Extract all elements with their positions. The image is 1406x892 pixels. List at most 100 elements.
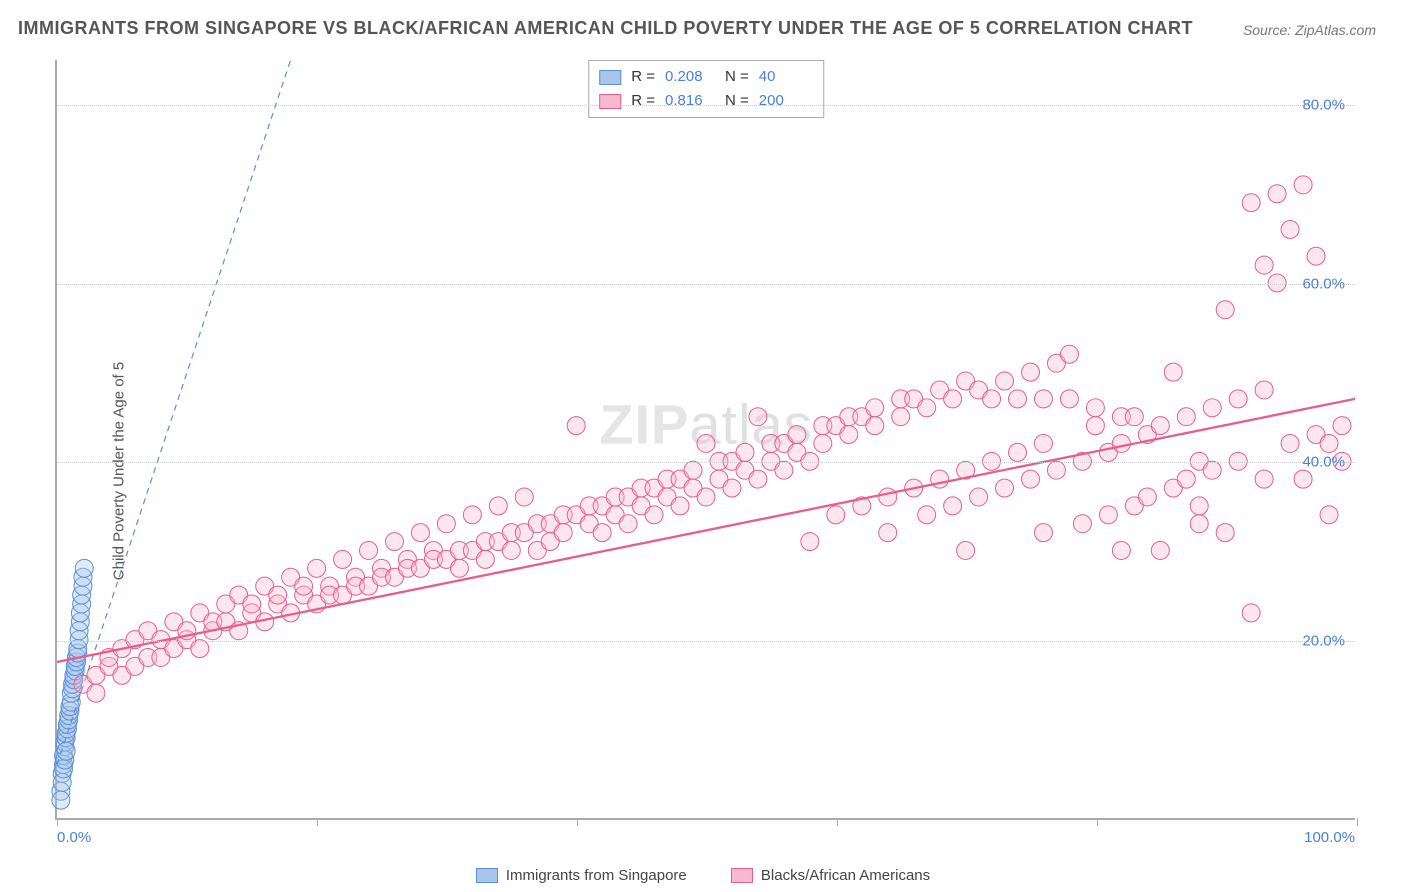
data-point: [970, 488, 988, 506]
data-point: [1190, 515, 1208, 533]
data-point: [723, 479, 741, 497]
data-point: [1009, 390, 1027, 408]
data-point: [1294, 470, 1312, 488]
x-tick: [57, 818, 58, 826]
data-point: [801, 452, 819, 470]
data-point: [593, 524, 611, 542]
data-point: [983, 390, 1001, 408]
data-point: [1320, 506, 1338, 524]
source-attribution: Source: ZipAtlas.com: [1243, 22, 1376, 38]
data-point: [1320, 434, 1338, 452]
chart-title: IMMIGRANTS FROM SINGAPORE VS BLACK/AFRIC…: [18, 18, 1193, 39]
data-point: [1229, 452, 1247, 470]
data-point: [437, 515, 455, 533]
x-tick-label: 0.0%: [57, 829, 91, 846]
data-point: [1125, 408, 1143, 426]
data-point: [515, 488, 533, 506]
data-point: [645, 506, 663, 524]
data-point: [1242, 604, 1260, 622]
y-tick-label: 40.0%: [1302, 454, 1345, 471]
data-point: [684, 461, 702, 479]
data-point: [1177, 470, 1195, 488]
data-point: [944, 497, 962, 515]
n-value-1: 40: [759, 65, 809, 89]
data-point: [1112, 434, 1130, 452]
r-label: R =: [631, 89, 655, 113]
data-point: [1281, 220, 1299, 238]
data-point: [814, 434, 832, 452]
data-point: [295, 577, 313, 595]
x-tick: [1097, 818, 1098, 826]
data-point: [944, 390, 962, 408]
data-point: [1255, 256, 1273, 274]
data-point: [1268, 185, 1286, 203]
data-point: [1060, 345, 1078, 363]
r-value-1: 0.208: [665, 65, 715, 89]
data-point: [736, 443, 754, 461]
r-label: R =: [631, 65, 655, 89]
swatch-series-2: [599, 94, 621, 109]
data-point: [671, 497, 689, 515]
data-point: [502, 541, 520, 559]
data-point: [879, 524, 897, 542]
data-point: [1060, 390, 1078, 408]
plot-container: Child Poverty Under the Age of 5 ZIPatla…: [0, 50, 1406, 892]
legend-swatch-2: [731, 868, 753, 883]
data-point: [697, 488, 715, 506]
data-point: [840, 426, 858, 444]
y-tick-label: 20.0%: [1302, 633, 1345, 650]
data-point: [749, 408, 767, 426]
data-point: [775, 461, 793, 479]
data-point: [879, 488, 897, 506]
data-point: [1034, 390, 1052, 408]
data-point: [1022, 363, 1040, 381]
data-point: [567, 417, 585, 435]
data-point: [1177, 408, 1195, 426]
data-point: [983, 452, 1001, 470]
legend-swatch-1: [476, 868, 498, 883]
data-point: [918, 506, 936, 524]
data-point: [957, 541, 975, 559]
data-point: [697, 434, 715, 452]
legend-item-2: Blacks/African Americans: [731, 867, 930, 884]
legend-label-1: Immigrants from Singapore: [506, 867, 687, 884]
data-point: [1151, 417, 1169, 435]
data-point: [463, 506, 481, 524]
data-point: [918, 399, 936, 417]
data-point: [1255, 470, 1273, 488]
y-tick-label: 60.0%: [1302, 275, 1345, 292]
x-tick: [317, 818, 318, 826]
gridline: [57, 105, 1355, 106]
data-point: [866, 399, 884, 417]
data-point: [476, 550, 494, 568]
data-point: [191, 640, 209, 658]
n-value-2: 200: [759, 89, 809, 113]
chart-svg: [57, 60, 1355, 818]
data-point: [866, 417, 884, 435]
data-point: [450, 559, 468, 577]
data-point: [1151, 541, 1169, 559]
data-point: [1229, 390, 1247, 408]
data-point: [1138, 488, 1156, 506]
stats-row-series-2: R = 0.816 N = 200: [599, 89, 809, 113]
legend-item-1: Immigrants from Singapore: [476, 867, 687, 884]
data-point: [996, 372, 1014, 390]
data-point: [1086, 417, 1104, 435]
data-point: [1307, 247, 1325, 265]
gridline: [57, 462, 1355, 463]
correlation-stats-box: R = 0.208 N = 40 R = 0.816 N = 200: [588, 60, 824, 118]
data-point: [334, 550, 352, 568]
data-point: [87, 684, 105, 702]
data-point: [996, 479, 1014, 497]
data-point: [619, 515, 637, 533]
data-point: [749, 470, 767, 488]
x-tick: [577, 818, 578, 826]
data-point: [489, 497, 507, 515]
swatch-series-1: [599, 70, 621, 85]
data-point: [1086, 399, 1104, 417]
data-point: [1203, 461, 1221, 479]
data-point: [411, 524, 429, 542]
data-point: [1112, 541, 1130, 559]
data-point: [1190, 497, 1208, 515]
legend-label-2: Blacks/African Americans: [761, 867, 930, 884]
